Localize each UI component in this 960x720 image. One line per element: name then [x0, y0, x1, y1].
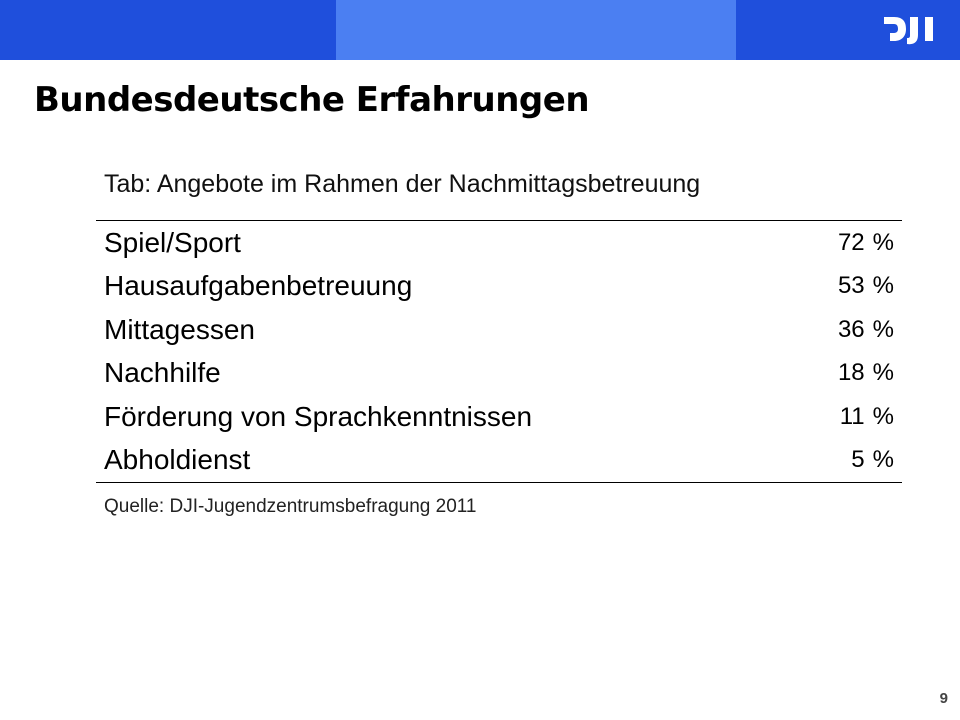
row-value: 72 — [837, 228, 865, 256]
dji-logo — [884, 17, 933, 45]
row-label: Hausaufgabenbetreuung — [104, 270, 413, 302]
table-row: Mittagessen 36% — [96, 308, 902, 351]
source-note: Quelle: DJI-Jugendzentrumsbefragung 2011 — [104, 496, 477, 517]
table-caption: Tab: Angebote im Rahmen der Nachmittagsb… — [104, 170, 701, 198]
table-row: Hausaufgabenbetreuung 53% — [96, 265, 902, 308]
row-unit: % — [872, 402, 894, 430]
table-row: Nachhilfe 18% — [96, 351, 902, 394]
header-band-middle — [336, 0, 736, 60]
row-value: 18 — [837, 359, 865, 387]
row-label: Nachhilfe — [104, 357, 221, 389]
header-band-left — [0, 0, 336, 60]
row-value: 5 — [851, 446, 865, 474]
page-number: 9 — [939, 690, 948, 707]
page-title: Bundesdeutsche Erfahrungen — [34, 80, 590, 120]
table-row: Abholdienst 5% — [96, 438, 902, 482]
row-value: 53 — [837, 272, 865, 300]
row-value-cell: 72% — [799, 221, 902, 265]
table-row: Spiel/Sport 72% — [96, 221, 902, 265]
row-value-cell: 18% — [799, 351, 902, 394]
row-value: 11 — [839, 402, 865, 430]
row-label: Förderung von Sprachkenntnissen — [104, 400, 533, 432]
row-value-cell: 36% — [799, 308, 902, 351]
row-value-cell: 53% — [799, 265, 902, 308]
table-row: Förderung von Sprachkenntnissen 11% — [96, 395, 902, 438]
table-body: Spiel/Sport 72% Hausaufgabenbetreuung 53% Mi… — [96, 221, 902, 483]
row-label: Abholdienst — [104, 444, 251, 476]
row-unit: % — [872, 228, 894, 256]
row-label: Mittagessen — [104, 313, 255, 345]
header-band-right — [736, 0, 960, 60]
row-unit: % — [872, 315, 894, 343]
row-value-cell: 5% — [799, 438, 902, 482]
row-value: 36 — [837, 315, 865, 343]
header-bar — [0, 0, 960, 60]
row-label: Spiel/Sport — [104, 226, 241, 258]
row-unit: % — [872, 272, 894, 300]
row-value-cell: 11% — [799, 395, 902, 438]
data-table: Spiel/Sport 72% Hausaufgabenbetreuung 53% Mi… — [96, 220, 902, 483]
row-unit: % — [872, 446, 894, 474]
row-unit: % — [872, 359, 894, 387]
